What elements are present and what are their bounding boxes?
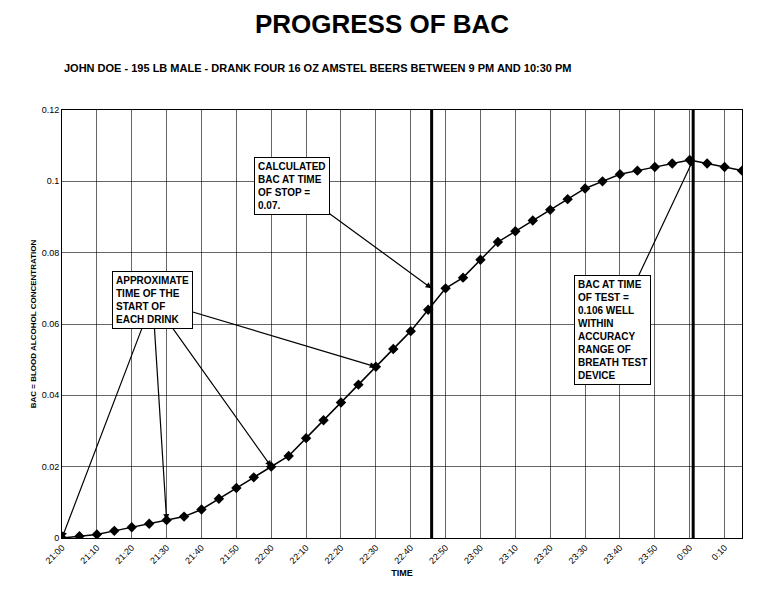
svg-text:21:00: 21:00 [44,543,67,566]
svg-text:BAC AT TIMEOF TEST =0.106 WELL: BAC AT TIMEOF TEST =0.106 WELLWITHINACCU… [578,279,647,381]
svg-text:23:10: 23:10 [497,543,520,566]
svg-text:22:00: 22:00 [253,543,276,566]
svg-text:0: 0 [54,533,59,543]
svg-text:0:00: 0:00 [675,543,694,562]
svg-text:BAC = BLOOD ALCOHOL CONCENTRAT: BAC = BLOOD ALCOHOL CONCENTRATION [29,240,38,409]
svg-text:22:50: 22:50 [427,543,450,566]
svg-text:PROGRESS OF BAC: PROGRESS OF BAC [255,9,509,39]
svg-text:21:30: 21:30 [148,543,171,566]
svg-text:23:20: 23:20 [532,543,555,566]
svg-text:21:50: 21:50 [218,543,241,566]
svg-text:0:10: 0:10 [710,543,729,562]
svg-text:JOHN DOE - 195 LB MALE - DRANK: JOHN DOE - 195 LB MALE - DRANK FOUR 16 O… [64,62,572,74]
svg-text:APPROXIMATETIME OF THESTART OF: APPROXIMATETIME OF THESTART OFEACH DRINK [116,275,189,325]
svg-text:23:50: 23:50 [636,543,659,566]
svg-text:0.04: 0.04 [42,390,60,400]
svg-text:22:30: 22:30 [357,543,380,566]
svg-text:0.12: 0.12 [42,105,60,115]
svg-text:CALCULATEDBAC AT TIMEOF STOP =: CALCULATEDBAC AT TIMEOF STOP =0.07. [258,161,326,211]
svg-text:22:10: 22:10 [288,543,311,566]
svg-text:0.1: 0.1 [47,176,60,186]
svg-text:23:40: 23:40 [602,543,625,566]
svg-text:0.08: 0.08 [42,248,60,258]
svg-text:TIME: TIME [391,568,413,578]
svg-text:0.02: 0.02 [42,462,60,472]
svg-text:23:00: 23:00 [462,543,485,566]
svg-text:21:10: 21:10 [78,543,101,566]
svg-text:0.06: 0.06 [42,319,60,329]
svg-text:21:40: 21:40 [183,543,206,566]
svg-text:23:30: 23:30 [567,543,590,566]
svg-text:22:40: 22:40 [392,543,415,566]
svg-text:22:20: 22:20 [323,543,346,566]
svg-text:21:20: 21:20 [113,543,136,566]
